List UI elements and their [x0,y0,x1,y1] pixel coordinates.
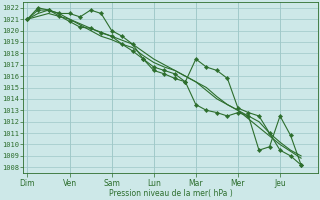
X-axis label: Pression niveau de la mer( hPa ): Pression niveau de la mer( hPa ) [109,189,232,198]
